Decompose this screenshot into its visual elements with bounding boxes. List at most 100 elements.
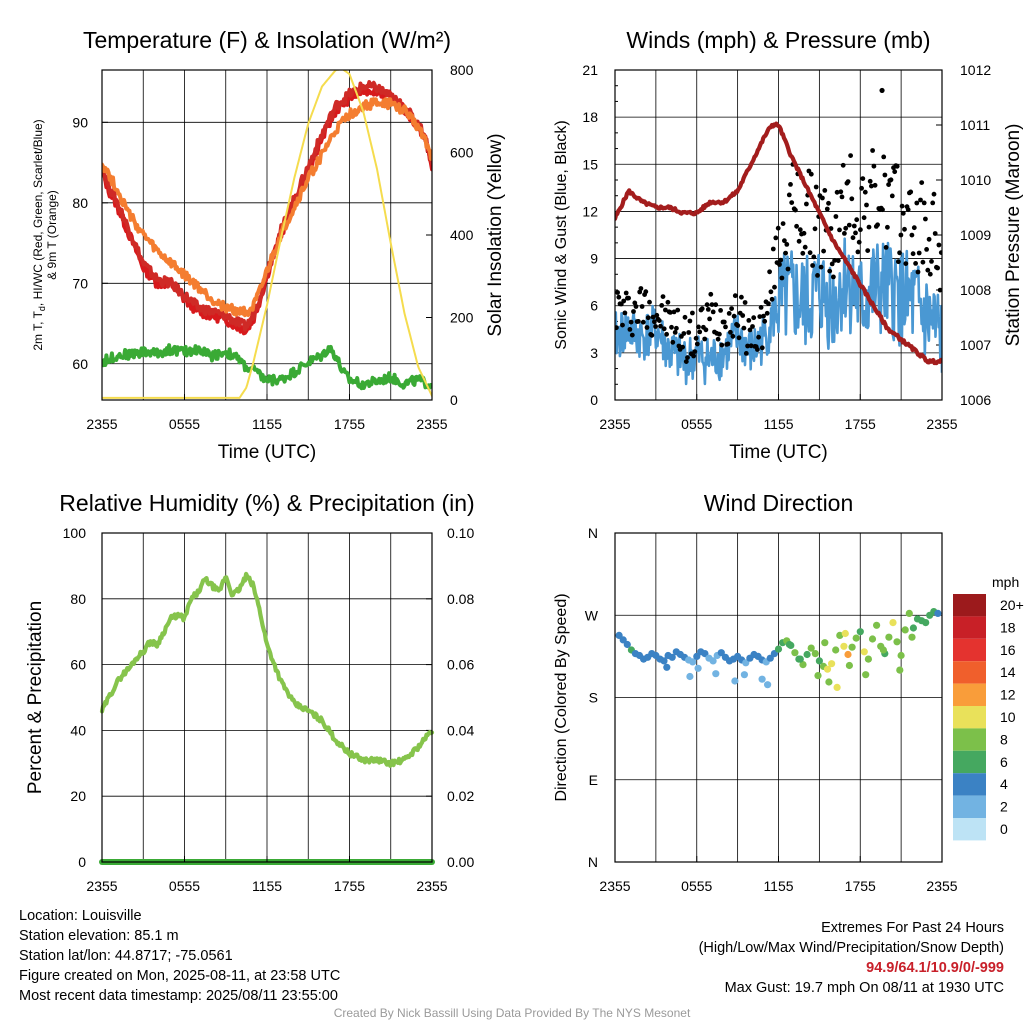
gust-point [846, 222, 852, 228]
y-axis-label: 2m T, Td, HI/WC (Red, Green, Scarlet/Blu… [31, 119, 59, 350]
gust-point [832, 258, 837, 263]
gust-point [775, 225, 781, 231]
direction-point [832, 646, 840, 654]
legend-label: 2 [1000, 799, 1008, 815]
gust-point [919, 180, 925, 186]
y2-tick-label: 1006 [960, 392, 991, 408]
y-tick-label: 90 [72, 114, 88, 130]
gust-point [628, 319, 634, 325]
y-tick-label: 3 [590, 345, 598, 361]
gust-point [925, 267, 931, 273]
gust-point [705, 307, 711, 312]
gust-point [937, 287, 942, 293]
gust-point [710, 309, 716, 315]
gust-point [854, 217, 860, 223]
series-gust-points [615, 87, 942, 364]
gust-point [772, 284, 777, 290]
direction-point [828, 660, 836, 668]
direction-point [922, 619, 930, 627]
gust-point [683, 359, 689, 364]
gust-point [750, 324, 755, 329]
gust-point [786, 192, 792, 198]
gust-point [690, 310, 695, 316]
direction-point [766, 654, 774, 662]
humidity-panel: Relative Humidity (%) & Precipitation (i… [25, 490, 475, 894]
x-axis-label: Time (UTC) [729, 442, 828, 463]
gust-point [920, 259, 926, 265]
y-axis-label-part: 2m T, T [31, 310, 45, 350]
direction-point [774, 645, 783, 653]
series-line-rh [99, 571, 435, 768]
gust-point [639, 304, 645, 309]
legend-label: 8 [1000, 731, 1008, 747]
gust-point [747, 327, 753, 333]
legend-swatch [953, 661, 986, 684]
gust-point [713, 302, 719, 308]
gust-point [622, 310, 628, 316]
y-tick-label: 80 [72, 195, 88, 211]
gust-point [759, 345, 765, 351]
y2-tick-label: 0 [450, 392, 458, 408]
series-line-pressure [615, 121, 942, 366]
gust-point [859, 185, 864, 191]
y2-axis-label-group: Station Pressure (Maroon) [1003, 124, 1024, 347]
gust-point [767, 269, 772, 275]
y-tick-label: 21 [582, 62, 598, 78]
x-tick-label: 2355 [926, 416, 957, 432]
direction-point [814, 672, 822, 680]
direction-point [712, 670, 720, 678]
gust-point [660, 294, 666, 299]
y2-tick-label: 0.06 [447, 657, 474, 673]
gust-point [664, 331, 669, 337]
gust-point [913, 261, 918, 266]
gust-point [656, 318, 662, 323]
gust-point [851, 223, 857, 229]
direction-point [868, 635, 877, 643]
y-tick-label: S [589, 690, 598, 706]
legend-label: 4 [1000, 776, 1008, 792]
gust-point [643, 289, 649, 295]
direction-point [893, 638, 901, 646]
gust-point [821, 248, 826, 254]
direction-point [663, 663, 671, 671]
gust-point [804, 201, 809, 207]
gust-point [742, 300, 748, 305]
gust-point [699, 306, 705, 312]
x-tick-label: 2355 [926, 878, 957, 894]
gust-point [644, 325, 650, 330]
gust-point [717, 331, 722, 337]
gust-point [936, 242, 942, 248]
gust-point [835, 258, 841, 263]
gust-point [681, 331, 687, 336]
gust-point [897, 250, 902, 256]
y-tick-label: 18 [582, 109, 598, 125]
gust-point [638, 286, 644, 291]
gust-point [824, 206, 830, 212]
gust-point [930, 200, 936, 206]
direction-point [668, 653, 676, 661]
direction-point [823, 665, 832, 673]
gust-point [869, 183, 874, 189]
gust-point [783, 250, 788, 256]
x-tick-label: 2355 [599, 416, 630, 432]
direction-point [852, 634, 860, 642]
gust-point [645, 315, 651, 321]
y2-tick-label: 0.10 [447, 525, 474, 541]
gust-point [902, 226, 907, 232]
direction-point [811, 650, 819, 658]
gust-point [693, 335, 699, 341]
direction-point [807, 644, 815, 652]
direction-point [742, 659, 750, 667]
gust-point [908, 189, 914, 195]
direction-point [901, 626, 909, 634]
x-tick-label: 2355 [416, 878, 447, 894]
gust-point [649, 332, 655, 338]
direction-point [796, 655, 804, 663]
gust-point [766, 301, 771, 306]
gust-point [739, 294, 744, 300]
extremes-subtitle: (High/Low/Max Wind/Precipitation/Snow De… [698, 940, 1004, 956]
extremes-panel: Extremes For Past 24 Hours (High/Low/Max… [699, 918, 1004, 998]
gust-point [640, 319, 646, 325]
gust-point [629, 332, 635, 338]
gust-point [627, 327, 633, 332]
